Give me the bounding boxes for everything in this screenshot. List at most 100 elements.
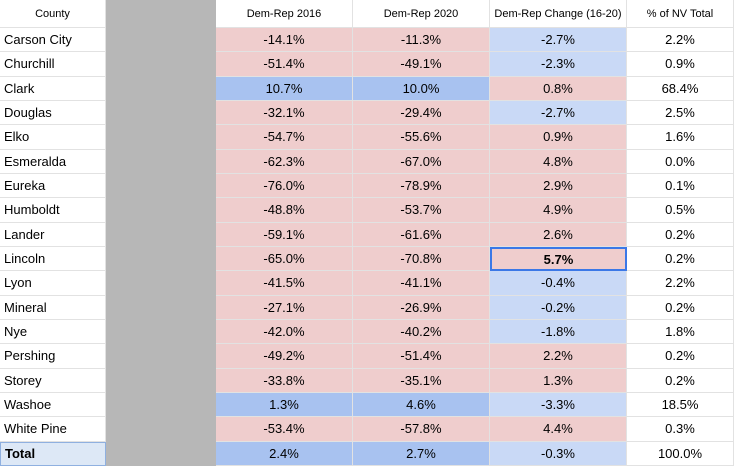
value-cell[interactable]: 1.3% [216,393,353,418]
county-cell[interactable]: Elko [0,125,106,150]
value-cell[interactable]: -11.3% [353,28,490,53]
value-cell[interactable]: -29.4% [353,101,490,126]
value-cell[interactable]: -40.2% [353,320,490,345]
value-cell[interactable]: -53.4% [216,417,353,442]
header-cell[interactable]: Dem-Rep 2016 [216,0,353,28]
header-cell[interactable]: % of NV Total [627,0,734,28]
value-cell[interactable]: 2.5% [627,101,734,126]
value-cell[interactable]: 0.9% [627,52,734,77]
county-cell[interactable]: Churchill [0,52,106,77]
gray-column [106,441,216,466]
value-cell[interactable]: 0.2% [627,344,734,369]
value-cell[interactable]: -48.8% [216,198,353,223]
value-cell[interactable]: -61.6% [353,222,490,247]
gray-column [106,344,216,369]
value-cell[interactable]: -70.8% [353,247,490,272]
gray-column [106,52,216,77]
value-cell[interactable]: -1.8% [490,320,627,345]
county-cell[interactable]: Washoe [0,393,106,418]
value-cell[interactable]: 68.4% [627,76,734,101]
value-cell[interactable]: -35.1% [353,368,490,393]
value-cell[interactable]: 2.2% [490,344,627,369]
value-cell[interactable]: -76.0% [216,174,353,199]
value-cell[interactable]: 5.7% [490,247,627,272]
value-cell[interactable]: -51.4% [216,52,353,77]
county-cell[interactable]: Mineral [0,295,106,320]
value-cell[interactable]: 2.2% [627,271,734,296]
value-cell[interactable]: -27.1% [216,295,353,320]
value-cell[interactable]: 10.0% [353,76,490,101]
value-cell[interactable]: 0.2% [627,247,734,272]
value-cell[interactable]: -62.3% [216,149,353,174]
value-cell[interactable]: -41.1% [353,271,490,296]
county-cell[interactable]: Esmeralda [0,149,106,174]
county-cell[interactable]: Lander [0,222,106,247]
header-cell[interactable]: Dem-Rep Change (16-20) [490,0,627,28]
value-cell[interactable]: -55.6% [353,125,490,150]
value-cell[interactable]: 2.4% [216,441,353,466]
value-cell[interactable]: 1.8% [627,320,734,345]
value-cell[interactable]: -2.7% [490,101,627,126]
value-cell[interactable]: -51.4% [353,344,490,369]
value-cell[interactable]: -59.1% [216,222,353,247]
gray-column [106,247,216,272]
value-cell[interactable]: 0.2% [627,368,734,393]
county-cell[interactable]: Eureka [0,174,106,199]
value-cell[interactable]: 0.2% [627,295,734,320]
value-cell[interactable]: -49.1% [353,52,490,77]
value-cell[interactable]: -2.3% [490,52,627,77]
value-cell[interactable]: 0.5% [627,198,734,223]
value-cell[interactable]: 0.3% [627,417,734,442]
value-cell[interactable]: -67.0% [353,149,490,174]
value-cell[interactable]: -57.8% [353,417,490,442]
header-cell[interactable]: County [0,0,106,28]
value-cell[interactable]: 4.4% [490,417,627,442]
value-cell[interactable]: 2.7% [353,441,490,466]
county-cell[interactable]: Pershing [0,344,106,369]
value-cell[interactable]: 2.9% [490,174,627,199]
county-cell[interactable]: Nye [0,320,106,345]
value-cell[interactable]: -0.3% [490,441,627,466]
header-cell[interactable]: Dem-Rep 2020 [353,0,490,28]
value-cell[interactable]: 1.6% [627,125,734,150]
county-cell[interactable]: Humboldt [0,198,106,223]
county-cell[interactable]: Lyon [0,271,106,296]
county-cell[interactable]: Lincoln [0,247,106,272]
value-cell[interactable]: 1.3% [490,368,627,393]
value-cell[interactable]: 4.9% [490,198,627,223]
value-cell[interactable]: -33.8% [216,368,353,393]
value-cell[interactable]: -49.2% [216,344,353,369]
value-cell[interactable]: -32.1% [216,101,353,126]
value-cell[interactable]: -14.1% [216,28,353,53]
value-cell[interactable]: -54.7% [216,125,353,150]
value-cell[interactable]: -26.9% [353,295,490,320]
value-cell[interactable]: -0.2% [490,295,627,320]
value-cell[interactable]: -41.5% [216,271,353,296]
county-cell[interactable]: Storey [0,368,106,393]
value-cell[interactable]: 18.5% [627,393,734,418]
value-cell[interactable]: 2.6% [490,222,627,247]
value-cell[interactable]: -78.9% [353,174,490,199]
value-cell[interactable]: 100.0% [627,441,734,466]
value-cell[interactable]: -0.4% [490,271,627,296]
value-cell[interactable]: -42.0% [216,320,353,345]
value-cell[interactable]: 0.1% [627,174,734,199]
value-cell[interactable]: 0.2% [627,222,734,247]
value-cell[interactable]: 4.6% [353,393,490,418]
value-cell[interactable]: 0.9% [490,125,627,150]
value-cell[interactable]: 2.2% [627,28,734,53]
county-cell[interactable]: Clark [0,76,106,101]
value-cell[interactable]: -53.7% [353,198,490,223]
value-cell[interactable]: -65.0% [216,247,353,272]
value-cell[interactable]: 0.8% [490,76,627,101]
value-cell[interactable]: 10.7% [216,76,353,101]
county-cell[interactable]: Carson City [0,28,106,53]
value-cell[interactable]: -2.7% [490,28,627,53]
value-cell[interactable]: 0.0% [627,149,734,174]
county-cell[interactable]: White Pine [0,417,106,442]
county-cell[interactable]: Total [0,441,106,466]
value-cell[interactable]: -3.3% [490,393,627,418]
county-cell[interactable]: Douglas [0,101,106,126]
value-cell[interactable]: 4.8% [490,149,627,174]
gray-column [106,295,216,320]
